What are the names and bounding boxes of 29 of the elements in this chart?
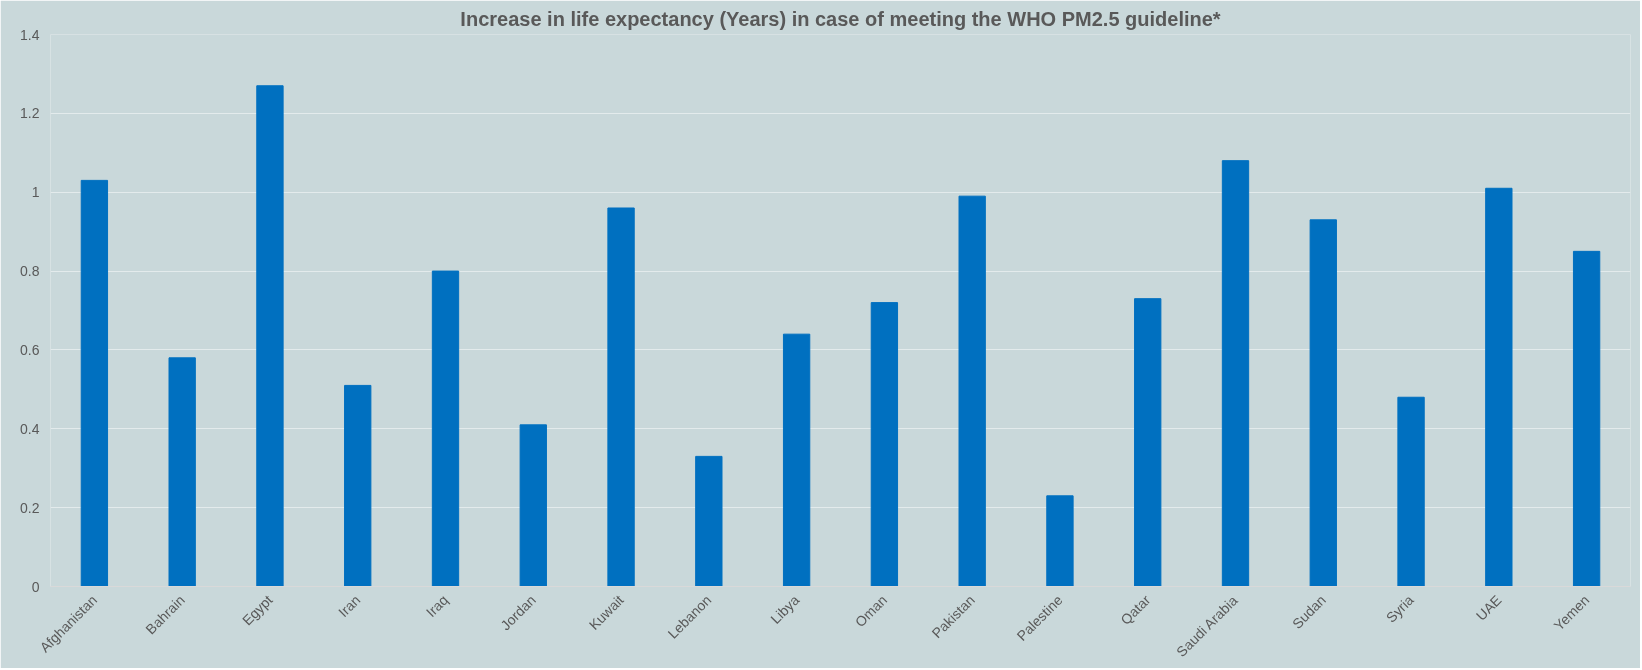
y-tick-label: 0.2	[20, 499, 40, 516]
bar	[695, 455, 723, 587]
y-tick-label: 1	[31, 184, 40, 201]
bar	[256, 85, 284, 587]
bar	[168, 357, 196, 587]
bar	[431, 270, 460, 587]
x-tick-label: Iraq	[422, 591, 452, 621]
bar	[958, 195, 986, 587]
y-tick-label: 0.6	[20, 341, 40, 358]
bar	[782, 333, 811, 587]
bar	[1221, 160, 1250, 587]
bar	[519, 424, 547, 587]
y-tick-label: 0	[31, 578, 40, 595]
bar	[1485, 187, 1513, 587]
bar	[80, 179, 109, 587]
bar	[1046, 495, 1074, 587]
y-tick-label: 0.8	[20, 263, 40, 280]
bar	[1134, 298, 1162, 587]
bar	[1572, 250, 1601, 587]
bar	[870, 302, 899, 587]
y-tick-label: 1.4	[20, 26, 40, 43]
bar	[344, 384, 372, 587]
bar	[1397, 396, 1425, 587]
chart-title: Increase in life expectancy (Years) in case of meeting the WHO PM2.5 guideline*	[460, 7, 1221, 30]
y-tick-label: 1.2	[20, 105, 40, 122]
bar	[607, 207, 635, 587]
bar	[1309, 219, 1337, 587]
y-tick-label: 0.4	[20, 420, 40, 437]
x-tick-label: Iran	[335, 591, 364, 621]
